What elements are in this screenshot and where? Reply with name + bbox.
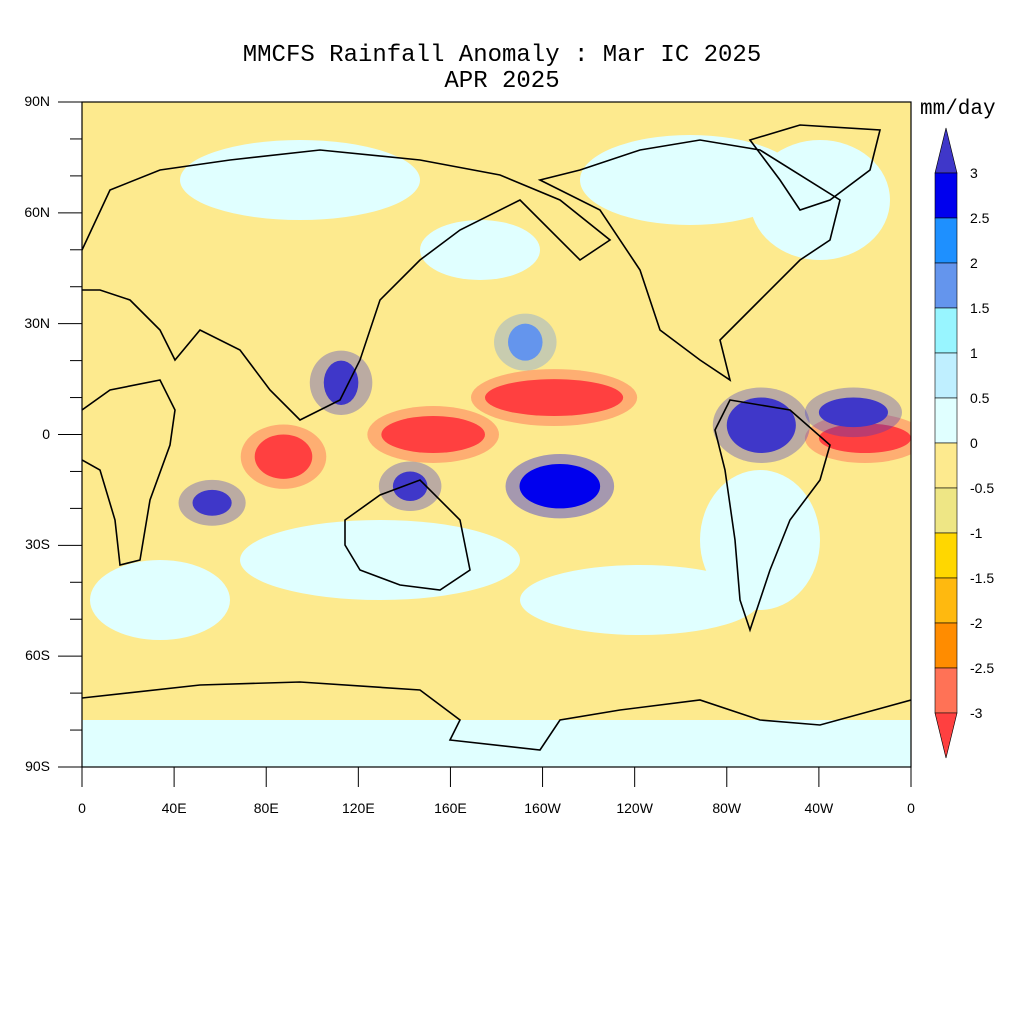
lat-label: 30N <box>24 314 50 331</box>
anomaly-region <box>192 489 232 516</box>
colorbar-box <box>934 262 958 309</box>
colorbar-box <box>934 667 958 714</box>
colorbar-label: -1.5 <box>970 570 995 586</box>
coast-antarctica <box>82 681 911 751</box>
coast-south-america <box>714 399 831 633</box>
anomaly-region <box>381 416 485 453</box>
colorbar-label: -2 <box>970 615 983 631</box>
map-area <box>82 102 911 767</box>
lon-label: 120E <box>341 800 375 816</box>
colorbar-bottom-arrow <box>934 712 958 759</box>
colorbar-label: 3 <box>970 165 978 181</box>
coast-australia <box>344 479 471 591</box>
colorbar-label: 2 <box>970 255 978 271</box>
light-anomaly-patches <box>82 135 911 767</box>
anomaly-region <box>818 423 911 453</box>
coast-north-america <box>537 139 841 382</box>
lat-label: 60N <box>24 203 50 220</box>
colorbar-label: -3 <box>970 705 983 721</box>
lon-label: 40W <box>804 800 834 816</box>
colorbar-label: 0 <box>970 435 978 451</box>
colorbar-box <box>934 397 958 444</box>
colorbar-box <box>934 217 958 264</box>
anomaly-region <box>254 434 313 479</box>
anomaly-region <box>323 360 359 405</box>
chart-title: MMCFS Rainfall Anomaly : Mar IC 2025 <box>242 42 762 69</box>
lon-label: 0 <box>907 800 915 816</box>
anomaly-layer <box>178 313 911 526</box>
colorbar-box <box>934 352 958 399</box>
lon-label: 80E <box>253 800 279 816</box>
colorbar-label: -2.5 <box>970 660 995 676</box>
anomaly-region <box>392 471 428 501</box>
colorbar-box <box>934 487 958 534</box>
chart-subtitle: APR 2025 <box>444 68 560 95</box>
colorbar-box <box>934 307 958 354</box>
colorbar-box <box>934 532 958 579</box>
coast-europe-asia <box>82 149 612 421</box>
lat-label: 90N <box>24 93 50 109</box>
anomaly-region <box>519 464 601 509</box>
colorbar-label: -1 <box>970 525 983 541</box>
colorbar-top-arrow <box>934 127 958 174</box>
colorbar-box <box>934 622 958 669</box>
lon-label: 160W <box>524 800 561 816</box>
lon-label: 0 <box>78 800 86 816</box>
coast-greenland <box>748 124 882 211</box>
colorbar-box <box>934 442 958 489</box>
lat-label: 30S <box>25 536 50 553</box>
lat-label: 0 <box>42 425 50 442</box>
colorbar <box>934 127 958 759</box>
anomaly-region <box>508 323 543 361</box>
anomaly-region <box>484 379 624 417</box>
colorbar-label: 1.5 <box>970 300 990 316</box>
coast-africa <box>82 379 176 566</box>
lat-label: 90S <box>25 758 50 774</box>
anomaly-region <box>818 397 888 428</box>
lon-label: 160E <box>434 800 467 816</box>
colorbar-label: -0.5 <box>970 480 995 496</box>
colorbar-label: 1 <box>970 345 978 361</box>
colorbar-box <box>934 172 958 219</box>
lon-label: 80W <box>712 800 742 816</box>
coastlines <box>82 124 911 751</box>
lat-label: 60S <box>25 647 50 664</box>
lon-label: 120W <box>616 800 653 816</box>
lon-label: 40E <box>161 800 187 816</box>
colorbar-units: mm/day <box>920 98 996 121</box>
anomaly-region <box>726 397 796 453</box>
colorbar-label: 2.5 <box>970 210 990 226</box>
colorbar-box <box>934 577 958 624</box>
colorbar-label: 0.5 <box>970 390 990 406</box>
axis-ticks <box>58 101 912 787</box>
